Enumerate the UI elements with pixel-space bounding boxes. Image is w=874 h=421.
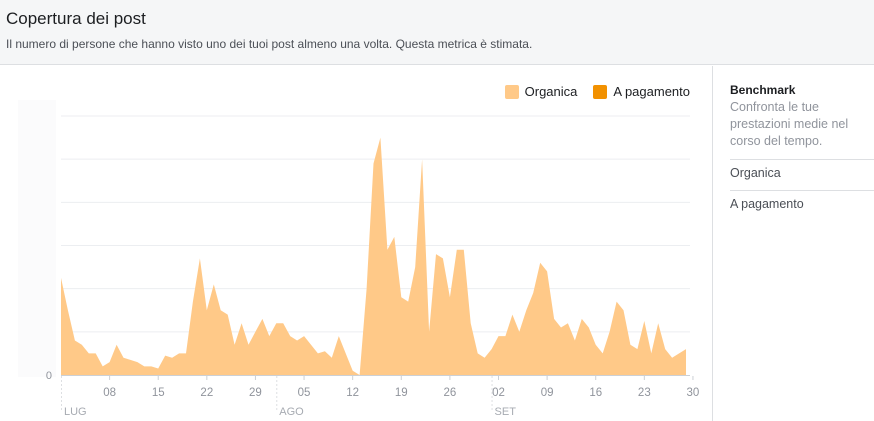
legend-paid-swatch [593,84,608,99]
reach-chart[interactable]: 0 08 15 22 29 05 12 19 26 02 09 16 23 30 LUG AGO SET [0,66,712,421]
x-tick-label: 26 [443,387,456,399]
benchmark-divider [730,190,874,191]
chart-legend: Organica A pagamento [489,84,690,99]
page-title: Copertura dei post [6,9,146,28]
x-tick-label: 30 [687,387,700,399]
benchmark-divider [730,159,874,160]
legend-item-paid[interactable]: A pagamento [593,84,690,99]
benchmark-panel: Benchmark Confronta le tue prestazioni m… [713,66,874,421]
month-label: LUG [64,406,87,418]
y-tick-label: 0 [46,370,52,382]
x-tick-label: 23 [638,387,651,399]
month-label: SET [495,406,517,418]
benchmark-paid-option[interactable]: A pagamento [730,197,804,211]
series-organic-area[interactable] [61,137,686,375]
page-header: Copertura dei post Il numero di persone … [0,0,874,65]
x-tick-label: 15 [152,387,165,399]
x-tick-label: 16 [589,387,602,399]
legend-item-organic[interactable]: Organica [504,84,578,99]
x-tick-label: 02 [492,387,505,399]
x-tick-label: 22 [200,387,213,399]
legend-paid-label: A pagamento [613,84,690,99]
legend-organic-swatch [504,84,519,99]
legend-organic-label: Organica [524,84,578,99]
x-tick-label: 09 [541,387,554,399]
y-axis-band [18,100,56,377]
x-tick-label: 19 [395,387,408,399]
panel-divider [712,66,713,421]
x-tick-label: 05 [298,387,311,399]
benchmark-organic-option[interactable]: Organica [730,166,781,180]
benchmark-description: Confronta le tue prestazioni medie nel c… [730,100,849,148]
chart-area: 0 08 15 22 29 05 12 19 26 02 09 16 23 30 LUG AGO SET Org… [0,66,712,421]
x-tick-label: 29 [249,387,262,399]
x-tick-label: 12 [346,387,359,399]
benchmark-title: Benchmark [730,83,796,97]
x-tick-label: 08 [103,387,116,399]
month-label: AGO [279,406,304,418]
page-subtitle: Il numero di persone che hanno visto uno… [6,37,533,51]
